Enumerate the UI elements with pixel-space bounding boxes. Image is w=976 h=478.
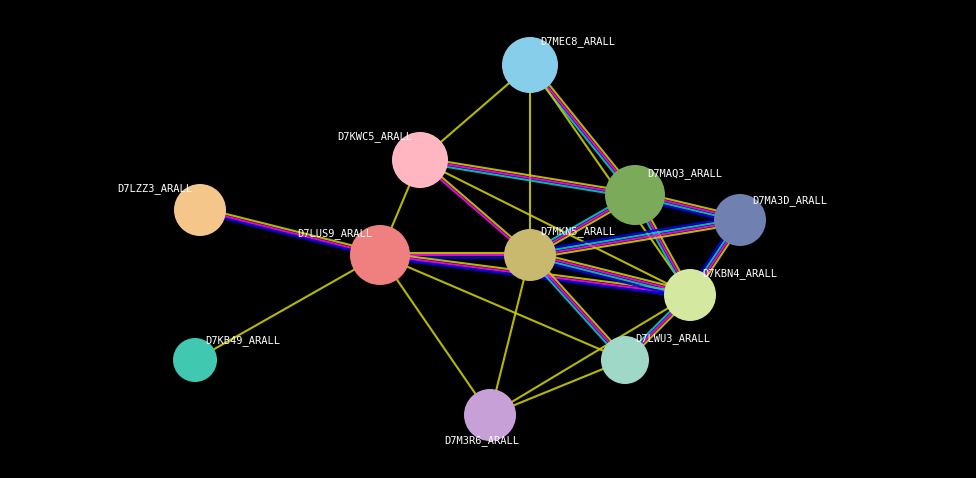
Text: D7KBN4_ARALL: D7KBN4_ARALL	[702, 268, 777, 279]
Text: D7MAQ3_ARALL: D7MAQ3_ARALL	[647, 168, 722, 179]
Text: D7LZZ3_ARALL: D7LZZ3_ARALL	[117, 183, 192, 194]
Text: D7MA3D_ARALL: D7MA3D_ARALL	[752, 195, 827, 206]
Circle shape	[605, 165, 665, 225]
Circle shape	[504, 229, 556, 281]
Text: D7M3R6_ARALL: D7M3R6_ARALL	[444, 435, 519, 446]
Text: D7LWU3_ARALL: D7LWU3_ARALL	[635, 333, 710, 344]
Circle shape	[464, 389, 516, 441]
Circle shape	[601, 336, 649, 384]
Circle shape	[174, 184, 226, 236]
Text: D7KB49_ARALL: D7KB49_ARALL	[205, 335, 280, 346]
Circle shape	[664, 269, 716, 321]
Circle shape	[502, 37, 558, 93]
Circle shape	[173, 338, 217, 382]
Circle shape	[714, 194, 766, 246]
Text: D7KWC5_ARALL: D7KWC5_ARALL	[337, 131, 412, 142]
Text: D7LUS9_ARALL: D7LUS9_ARALL	[297, 228, 372, 239]
Text: D7MKN5_ARALL: D7MKN5_ARALL	[540, 226, 615, 237]
Circle shape	[350, 225, 410, 285]
Text: D7MEC8_ARALL: D7MEC8_ARALL	[540, 36, 615, 47]
Circle shape	[392, 132, 448, 188]
